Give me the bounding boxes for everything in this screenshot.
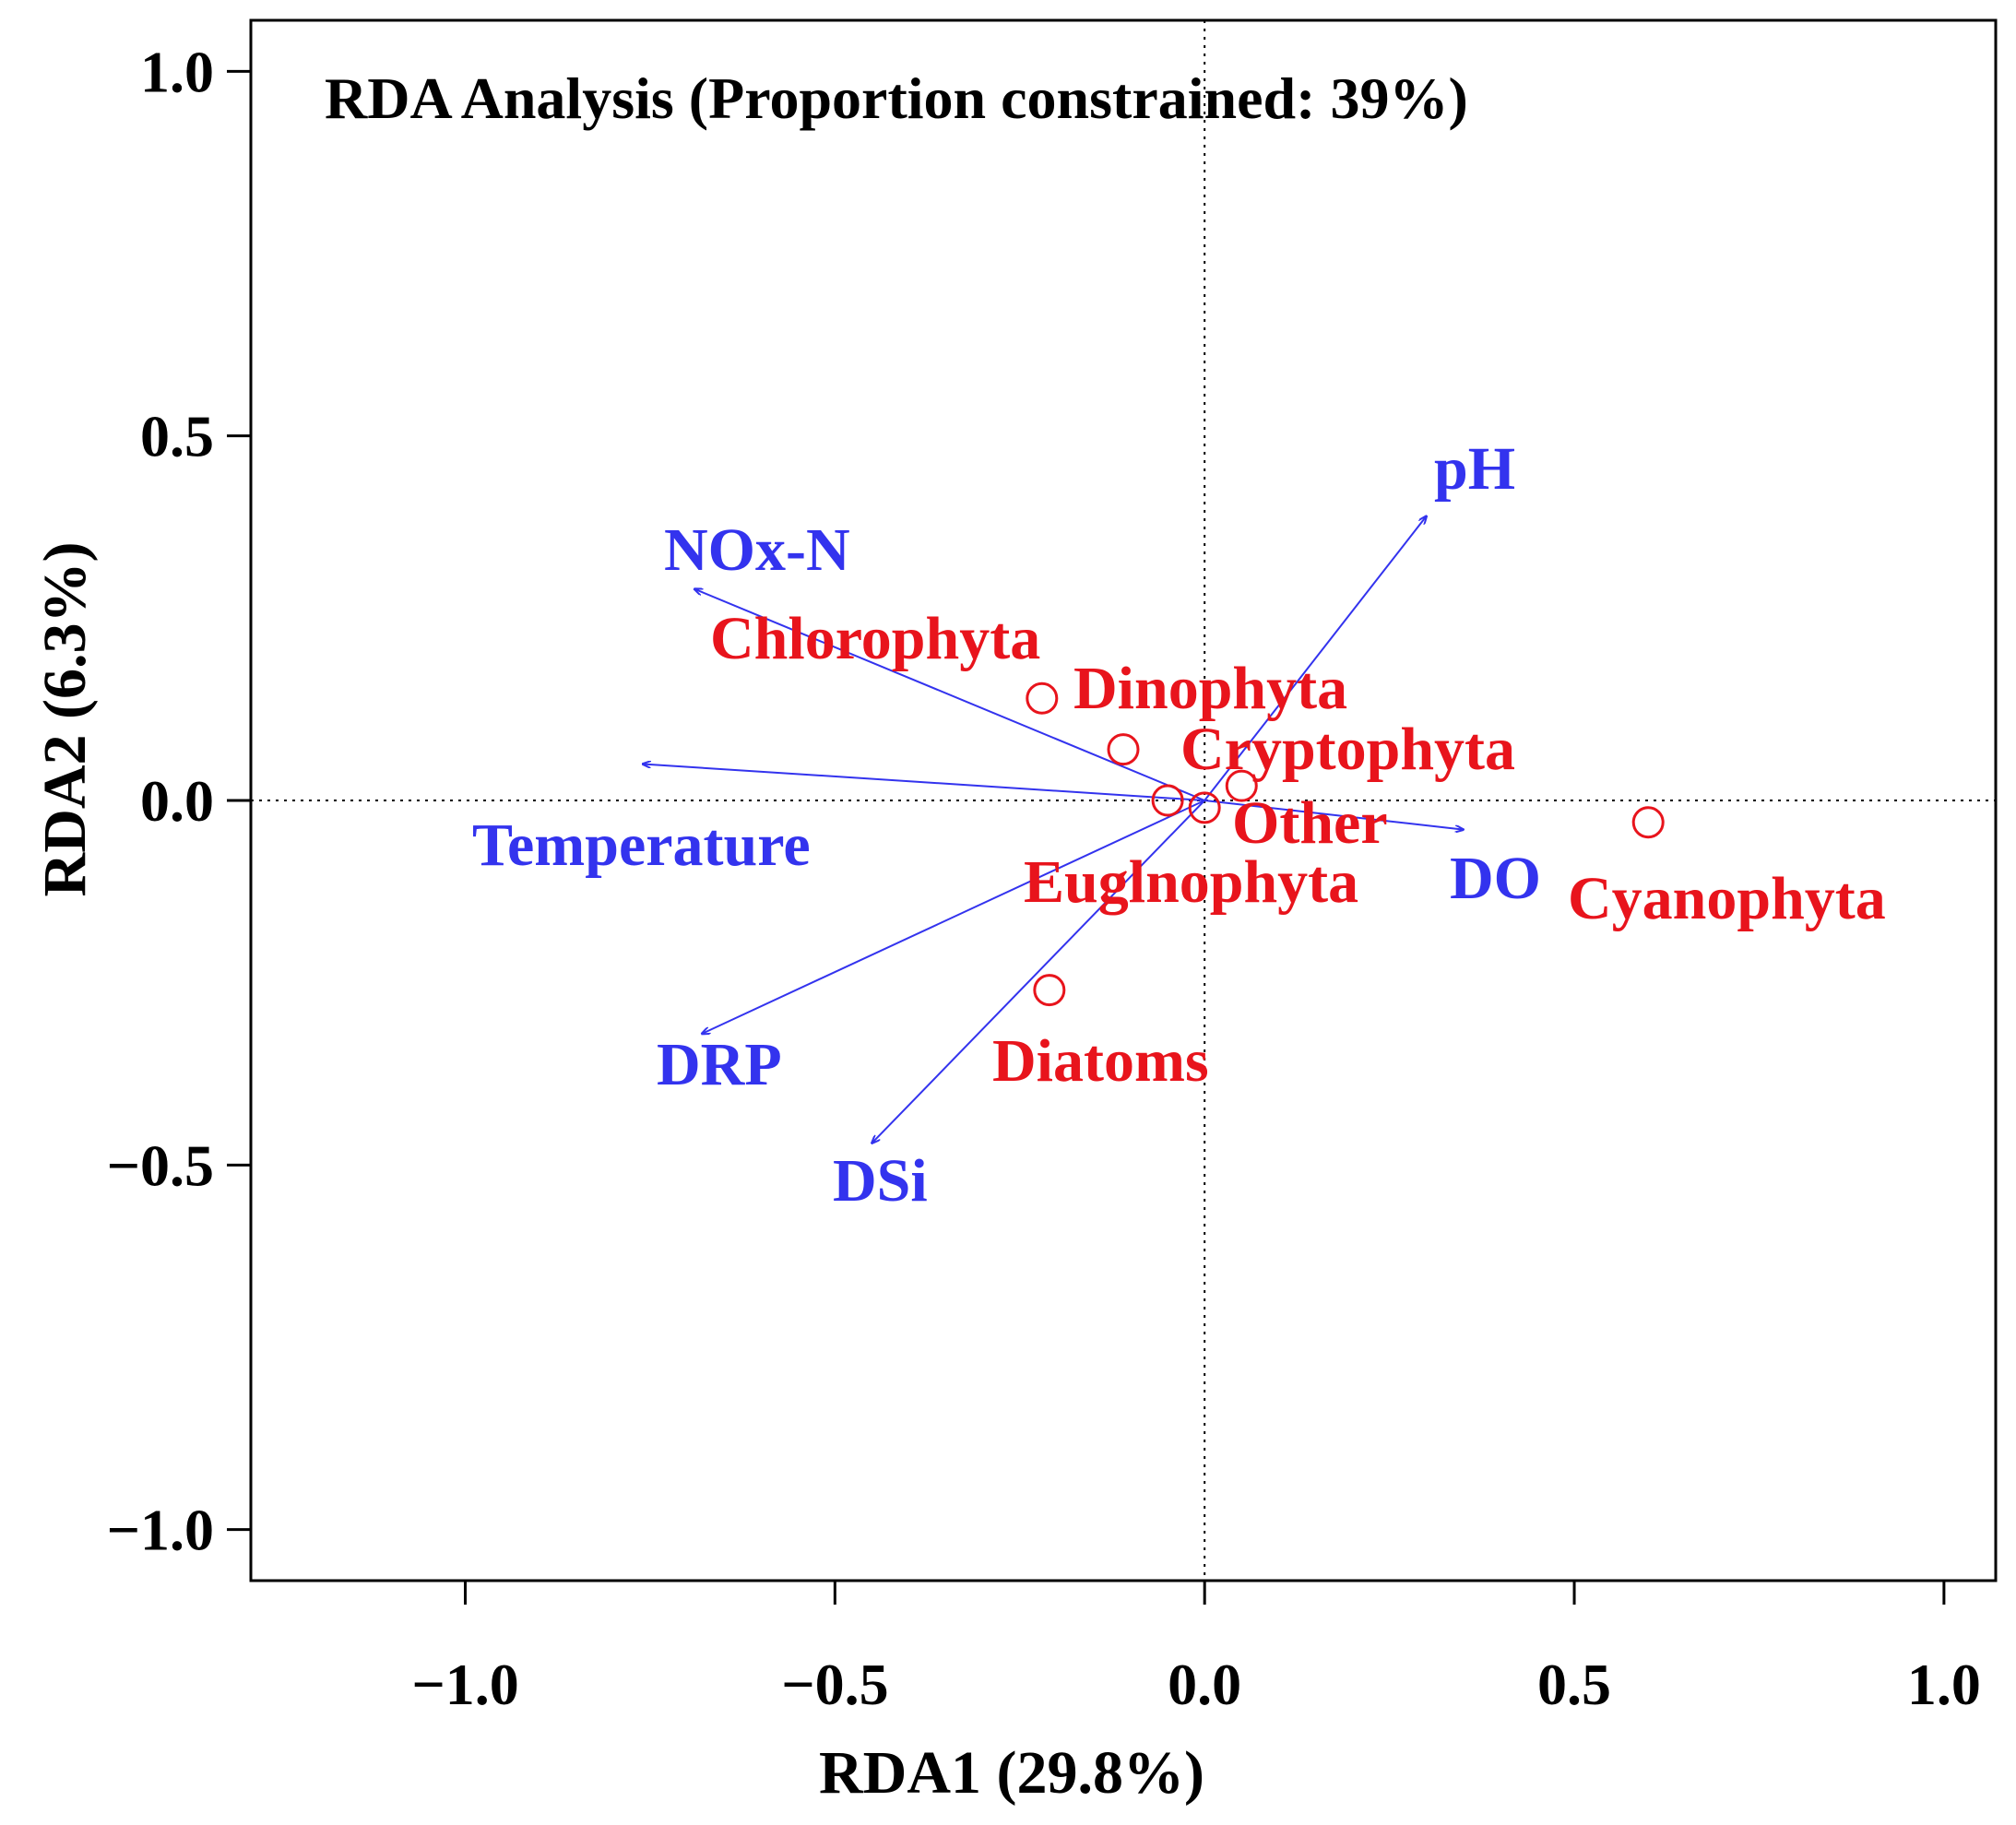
chart-title: RDA Analysis (Proportion constrained: 39… <box>325 65 1468 131</box>
species-label-cyanophyta: Cyanophyta <box>1568 865 1886 932</box>
species-label-dinophyta: Dinophyta <box>1073 655 1347 722</box>
species-point-chlorophyta <box>1026 681 1059 715</box>
y-tick-label: −0.5 <box>107 1132 214 1198</box>
x-tick-label: 1.0 <box>1907 1652 1981 1717</box>
x-axis-title: RDA1 (29.8%) <box>819 1739 1204 1807</box>
env-vector-dsi <box>872 800 1205 1144</box>
point-labels: pH NOx-N Temperature DO DRP DSi Chlorophyta Din… <box>472 435 1886 1215</box>
x-tick-label: 0.0 <box>1168 1652 1241 1717</box>
y-axis: −1.0 −0.5 0.0 0.5 1.0 <box>107 39 251 1563</box>
species-label-other: Other <box>1232 789 1388 857</box>
x-tick-label: −1.0 <box>411 1652 518 1717</box>
env-vector-do <box>1204 800 1464 830</box>
species-point-cyanophyta <box>1631 806 1665 839</box>
species-point-dinophyta <box>1107 733 1140 766</box>
env-vector-ph <box>1204 516 1427 801</box>
x-tick-label: 0.5 <box>1537 1652 1611 1717</box>
y-tick-label: 0.5 <box>140 404 214 469</box>
env-label-temperature: Temperature <box>472 812 811 879</box>
y-axis-title: RDA2 (6.3%) <box>31 542 99 897</box>
environment-vectors <box>643 516 1464 1144</box>
species-point-euglnophyta <box>1151 784 1184 817</box>
y-tick-label: −1.0 <box>107 1498 214 1563</box>
env-vector-temperature <box>643 764 1205 801</box>
species-label-euglnophyta: Euglnophyta <box>1024 848 1358 916</box>
y-tick-label: 0.0 <box>140 768 214 834</box>
x-tick-label: −0.5 <box>781 1652 888 1717</box>
env-vector-drp <box>702 800 1205 1034</box>
env-label-nox-n: NOx-N <box>664 516 850 584</box>
species-point-cryptophyta <box>1225 769 1258 802</box>
species-label-chlorophyta: Chlorophyta <box>710 605 1040 672</box>
env-label-do: DO <box>1450 845 1541 912</box>
env-label-dsi: DSi <box>833 1147 928 1215</box>
species-label-diatoms: Diatoms <box>992 1027 1209 1095</box>
species-points <box>1026 681 1665 1007</box>
x-axis: −1.0 −0.5 0.0 0.5 1.0 <box>411 1581 1981 1717</box>
species-point-diatoms <box>1033 974 1066 1007</box>
species-point-other <box>1188 791 1221 824</box>
y-tick-label: 1.0 <box>140 39 214 104</box>
env-vector-nox-n <box>694 589 1205 801</box>
species-label-cryptophyta: Cryptophyta <box>1180 716 1515 783</box>
env-label-ph: pH <box>1434 435 1515 503</box>
env-label-drp: DRP <box>657 1031 782 1098</box>
